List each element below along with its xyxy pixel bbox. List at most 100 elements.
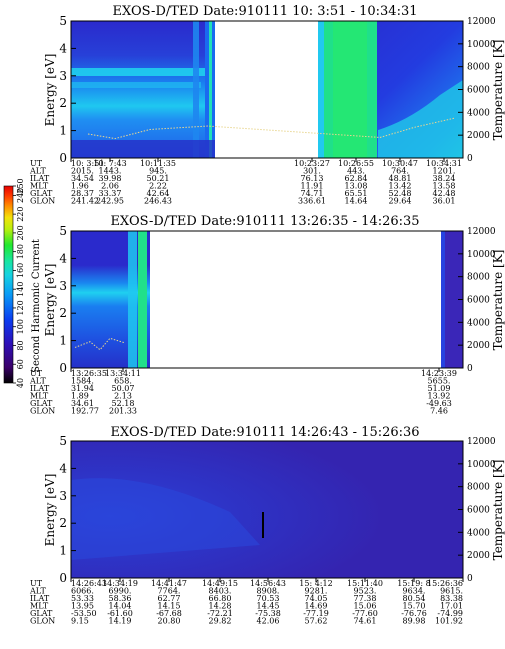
table-cell: 50.21 <box>147 174 170 183</box>
table-cell: 1.89 <box>71 392 89 401</box>
table-cell: 10:30:47 <box>382 159 418 168</box>
table-cell: 66.80 <box>209 594 232 603</box>
panel-2-right-edge-blue <box>441 231 445 368</box>
energy-tick-label: 4 <box>59 41 67 55</box>
temperature-tick-label: 2000 <box>467 131 490 141</box>
energy-tick-label: 1 <box>59 124 67 138</box>
panel-1-energy-axis: 0 1 2 3 4 5 <box>59 14 76 165</box>
colorbar-tick-label: 200 <box>16 225 25 240</box>
panel-2-right-edge-strip <box>441 231 463 368</box>
table-cell: 201.33 <box>109 407 137 416</box>
table-cell: 10: 3:51 <box>71 159 104 168</box>
table-cell: 13:34:11 <box>105 369 141 378</box>
panel-2: EXOS-D/TED Date:910111 13:26:35 - 14:26:… <box>29 214 505 416</box>
energy-tick-label: 0 <box>59 571 67 585</box>
table-cell: 10:26:55 <box>338 159 374 168</box>
panel-3-blue-wedge <box>71 478 260 560</box>
energy-tick-label: 2 <box>59 96 67 110</box>
table-cell: 76.13 <box>301 174 324 183</box>
table-cell: 42.48 <box>433 189 456 198</box>
table-row-label: GLON <box>30 197 55 206</box>
table-cell: 15:19: 8 <box>397 579 430 588</box>
table-cell: 7764. <box>158 587 181 596</box>
table-cell: 101.92 <box>435 617 463 626</box>
table-cell: 29.82 <box>209 617 232 626</box>
table-row-label: ALT <box>29 377 46 386</box>
table-cell: 242.95 <box>96 197 124 206</box>
table-cell: 13.92 <box>428 392 451 401</box>
table-cell: -77.19 <box>303 609 329 618</box>
colorbar-title: Second Harmonic Current <box>31 239 42 373</box>
table-cell: 48.81 <box>389 174 412 183</box>
table-cell: 15.06 <box>354 602 377 611</box>
energy-tick-label: 3 <box>59 279 67 293</box>
colorbar-scale <box>3 185 14 384</box>
table-cell: 58.36 <box>109 594 132 603</box>
table-cell: 1.96 <box>71 182 89 191</box>
panel-1-band-lower <box>71 82 201 88</box>
table-cell: 241.42 <box>71 197 99 206</box>
temperature-tick-label: 8000 <box>467 273 490 283</box>
temperature-tick-label: 2000 <box>467 551 490 561</box>
panel-2-cyan-column <box>128 231 137 368</box>
table-cell: 1443. <box>99 167 122 176</box>
table-cell: 7.46 <box>430 407 448 416</box>
table-cell: 9523. <box>354 587 377 596</box>
panel-2-title: EXOS-D/TED Date:910111 13:26:35 - 14:26:… <box>110 214 419 229</box>
table-cell: 70.53 <box>257 594 280 603</box>
table-row-label: GLAT <box>30 399 53 408</box>
table-cell: 6066. <box>71 587 94 596</box>
table-row-label: GLAT <box>30 609 53 618</box>
energy-tick-label: 5 <box>59 434 67 448</box>
panel-3-black-spike <box>262 512 264 538</box>
temperature-tick-label: 4000 <box>467 318 490 328</box>
table-cell: 14:49:15 <box>202 579 238 588</box>
energy-tick-label: 2 <box>59 516 67 530</box>
table-cell: 42.06 <box>257 617 280 626</box>
panel-2-energy-axis: 0 1 2 3 4 5 <box>59 224 76 375</box>
energy-tick-label: 4 <box>59 461 67 475</box>
table-cell: 20.80 <box>158 617 181 626</box>
temperature-tick-label: 12000 <box>467 17 496 27</box>
panel-3: EXOS-D/TED Date:910111 14:26:43 - 15:26:… <box>29 425 505 626</box>
panel-2-temperature-axis: 0 2000 4000 6000 8000 10000 12000 <box>458 227 496 374</box>
table-cell: 443. <box>347 167 365 176</box>
table-cell: 2.06 <box>101 182 119 191</box>
energy-tick-label: 0 <box>59 361 67 375</box>
temperature-tick-label: 8000 <box>467 63 490 73</box>
panel-2-temperature-trace <box>74 337 126 351</box>
table-cell: 8908. <box>257 587 280 596</box>
table-row-label: ALT <box>29 167 46 176</box>
panel-2-ylabel: Energy [eV] <box>43 264 57 337</box>
table-cell: 9.15 <box>71 617 89 626</box>
table-cell: -53.50 <box>71 609 97 618</box>
panel-1-title: EXOS-D/TED Date:910111 10: 3:51 - 10:34:… <box>113 4 418 19</box>
table-cell: 2015. <box>71 167 94 176</box>
table-row-label: MLT <box>30 182 49 191</box>
table-cell: 14.69 <box>305 602 328 611</box>
table-cell: 14:56:43 <box>250 579 286 588</box>
energy-tick-label: 5 <box>59 14 67 28</box>
table-cell: 14:26:43 <box>71 579 107 588</box>
temperature-tick-label: 10000 <box>467 460 496 470</box>
temperature-tick-label: 4000 <box>467 528 490 538</box>
table-cell: 38.24 <box>433 174 456 183</box>
table-cell: 51.09 <box>428 384 451 393</box>
table-cell: 192.77 <box>71 407 99 416</box>
table-cell: 74.05 <box>305 594 328 603</box>
table-cell: 15.70 <box>403 602 426 611</box>
table-cell: 62.84 <box>345 174 368 183</box>
table-row-label: ALT <box>29 587 46 596</box>
table-cell: 33.37 <box>99 189 122 198</box>
table-cell: 65.51 <box>345 189 368 198</box>
table-cell: 74.61 <box>354 617 377 626</box>
table-cell: -49.63 <box>426 399 452 408</box>
table-cell: 9634. <box>403 587 426 596</box>
table-cell: 17.01 <box>440 602 463 611</box>
colorbar-tick-label: 160 <box>16 263 25 278</box>
table-cell: 764. <box>391 167 409 176</box>
colorbar-tick-label: 240 <box>16 188 25 203</box>
table-cell: 28.37 <box>71 189 94 198</box>
